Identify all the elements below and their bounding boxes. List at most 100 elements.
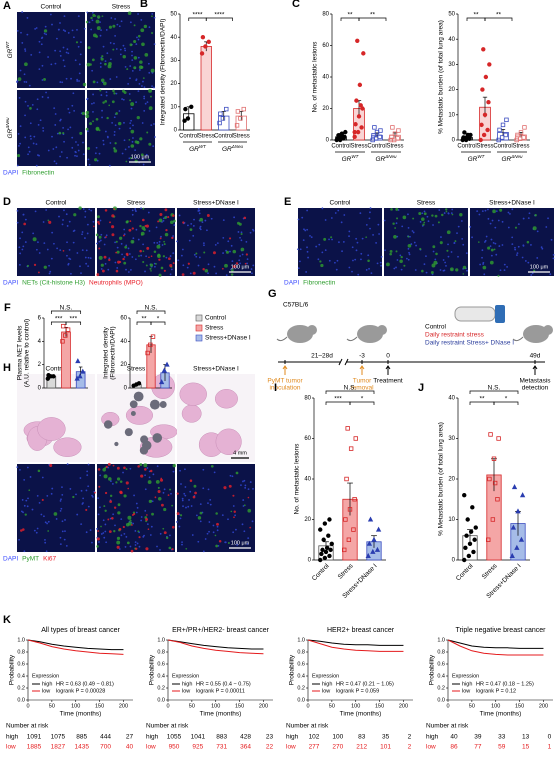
nucleus (188, 499, 190, 501)
signal (98, 129, 101, 132)
signal (445, 210, 448, 213)
nucleus (97, 513, 100, 516)
group-label: GRΔNeu (501, 154, 523, 163)
data-point (203, 44, 208, 49)
significance-label: **** (192, 12, 203, 19)
nucleus (408, 253, 411, 256)
nucleus (61, 81, 64, 84)
nucleus (246, 543, 249, 545)
nucleus (182, 505, 184, 508)
risk-count: 444 (100, 734, 111, 741)
nucleus (207, 488, 210, 491)
column-label: Control (46, 366, 68, 373)
nucleus (450, 251, 453, 253)
signal (90, 16, 93, 20)
data-point (241, 106, 246, 112)
signal (126, 68, 129, 71)
nucleus (134, 541, 137, 544)
nucleus (213, 471, 216, 474)
signal (171, 525, 175, 529)
data-point (60, 339, 65, 344)
tumor-nodule (133, 391, 144, 402)
signal (163, 507, 167, 512)
nucleus (87, 463, 90, 466)
nucleus (487, 208, 489, 211)
y-tick-label: 60 (322, 43, 329, 49)
y-axis-label: No. of metastatic lesions (312, 41, 319, 113)
signal (206, 214, 210, 217)
y-axis-label: Probability (9, 654, 16, 685)
nucleus (340, 221, 343, 224)
signal (187, 262, 190, 265)
data-point (503, 132, 508, 138)
data-point (318, 557, 323, 563)
nucleus (118, 25, 121, 28)
tumor-nodule (114, 441, 119, 447)
x-tick-label: 0 (446, 703, 449, 709)
event-label: Treatment (373, 378, 403, 385)
nucleus (86, 130, 89, 133)
signal (53, 512, 58, 516)
signal (122, 257, 125, 261)
signal (93, 491, 96, 494)
row-label: GRWT (5, 40, 14, 58)
nucleus (86, 11, 89, 14)
nucleus (210, 217, 213, 220)
data-point (395, 136, 400, 141)
nucleus (105, 234, 108, 237)
event-label: PyMT tumor (267, 378, 303, 385)
significance-label: N.S. (344, 385, 357, 392)
x-tick-label: Control (457, 144, 476, 150)
signal (145, 264, 148, 267)
signal (164, 232, 169, 237)
nucleus (222, 252, 224, 254)
signal (203, 251, 206, 254)
data-point (377, 134, 382, 140)
signal (96, 537, 100, 541)
nucleus (148, 230, 151, 232)
signal (116, 466, 120, 470)
nucleus (172, 235, 175, 237)
nucleus (123, 121, 125, 124)
nucleus (130, 268, 132, 271)
signal (169, 488, 172, 491)
signal (98, 222, 101, 225)
nucleus (113, 116, 116, 119)
nucleus (54, 49, 57, 52)
nucleus (522, 244, 525, 247)
nucleus (494, 242, 497, 245)
nucleus (161, 244, 164, 246)
nucleus (70, 77, 72, 80)
nucleus (129, 467, 132, 470)
significance-label: ** (347, 12, 353, 19)
signal (133, 39, 137, 44)
nucleus (128, 157, 131, 160)
data-point (352, 497, 357, 502)
signal (108, 477, 112, 481)
signal (164, 208, 168, 212)
signal (98, 255, 103, 260)
signal (97, 530, 100, 533)
data-point (519, 492, 526, 498)
nucleus (160, 235, 162, 238)
nucleus (521, 256, 524, 259)
nucleus (91, 495, 94, 498)
nucleus (59, 119, 62, 122)
nucleus (101, 116, 103, 119)
nucleus (23, 550, 26, 553)
nucleus (229, 474, 232, 477)
nucleus (221, 514, 224, 517)
nucleus (522, 217, 525, 220)
signal (455, 268, 459, 272)
signal (125, 252, 129, 256)
nucleus (442, 259, 445, 261)
risk-count: 1075 (51, 734, 66, 741)
significance-bracket (50, 310, 82, 314)
signal (462, 273, 465, 275)
nucleus (140, 519, 143, 522)
data-point (74, 375, 80, 381)
data-point (329, 541, 334, 546)
nucleus (106, 52, 109, 55)
nucleus (179, 517, 182, 520)
nucleus (237, 231, 240, 233)
